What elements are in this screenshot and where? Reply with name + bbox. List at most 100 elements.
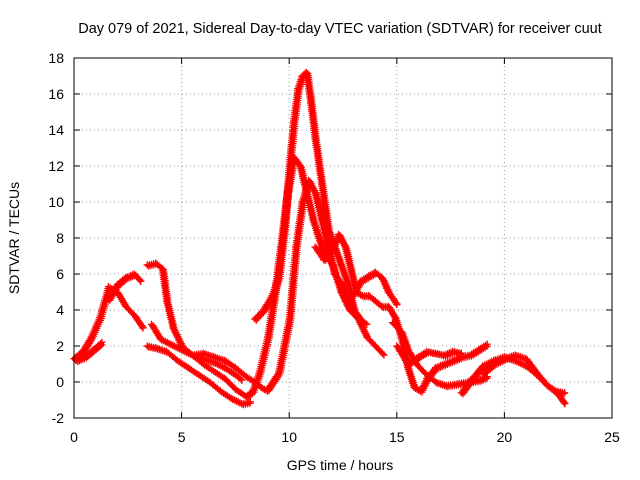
data-point	[163, 297, 171, 305]
series-track-f	[147, 320, 246, 384]
x-tick-label: 25	[604, 429, 620, 445]
series-track-h	[251, 68, 371, 328]
y-tick-label: 2	[56, 338, 64, 354]
data-point	[543, 382, 551, 390]
data-point	[457, 349, 465, 357]
data-point	[298, 198, 306, 206]
axis-ticks-layer: 0 5 10 15 20 25 -2 0 2 4 6 8 10 12 14 16 18	[48, 50, 620, 445]
data-point	[231, 371, 239, 379]
data-point	[221, 374, 229, 382]
data-point	[268, 292, 276, 300]
data-point-markers	[457, 353, 569, 408]
data-point	[221, 364, 229, 372]
data-point	[152, 259, 160, 267]
data-point	[143, 342, 151, 350]
data-point	[89, 346, 97, 354]
x-tick-label: 0	[70, 429, 78, 445]
data-point	[378, 274, 386, 282]
data-point	[393, 301, 401, 309]
x-tick-label: 5	[178, 429, 186, 445]
data-point	[490, 360, 498, 368]
data-point	[561, 400, 569, 408]
data-point	[307, 99, 315, 107]
data-point	[79, 347, 87, 355]
data-point	[475, 346, 483, 354]
data-point	[298, 72, 306, 80]
data-point	[231, 385, 239, 393]
data-point	[380, 351, 388, 359]
data-point	[432, 364, 440, 372]
data-point	[410, 383, 418, 391]
data-point	[341, 243, 349, 251]
y-tick-label: 16	[48, 86, 64, 102]
data-point	[328, 243, 336, 251]
data-point	[378, 302, 386, 310]
y-tick-label: -2	[52, 410, 65, 426]
data-point	[414, 353, 422, 361]
x-tick-label: 10	[281, 429, 297, 445]
series-track-k	[388, 319, 491, 391]
data-point	[440, 351, 448, 359]
data-point	[341, 297, 349, 305]
data-point	[449, 347, 457, 355]
data-point	[479, 362, 487, 370]
series-track-c	[104, 270, 145, 304]
data-point	[257, 383, 265, 391]
data-point	[311, 135, 319, 143]
y-tick-label: 4	[56, 302, 64, 318]
data-point	[311, 189, 319, 197]
data-point	[292, 243, 300, 251]
x-tick-label: 20	[497, 429, 513, 445]
data-point	[365, 272, 373, 280]
data-point	[479, 369, 487, 377]
series-track-n	[479, 351, 569, 398]
data-point	[152, 344, 160, 352]
data-point	[453, 380, 461, 388]
data-point	[317, 243, 325, 251]
data-point	[156, 335, 164, 343]
data-point	[309, 216, 317, 224]
data-point	[210, 353, 218, 361]
data-point	[296, 162, 304, 170]
data-point	[294, 85, 302, 93]
data-point	[371, 268, 379, 276]
data-point	[330, 270, 338, 278]
data-point	[522, 355, 530, 363]
data-point	[274, 274, 282, 282]
data-point	[522, 362, 530, 370]
data-point	[98, 338, 106, 346]
data-point	[388, 319, 396, 327]
data-point	[384, 288, 392, 296]
data-point	[130, 270, 138, 278]
data-point	[393, 342, 401, 350]
data-point	[466, 351, 474, 359]
data-point	[337, 261, 345, 269]
data-point	[122, 302, 130, 310]
y-tick-label: 10	[48, 194, 64, 210]
data-point	[285, 315, 293, 323]
data-point	[238, 376, 246, 384]
y-tick-label: 18	[48, 50, 64, 66]
data-point	[188, 351, 196, 359]
data-point	[317, 180, 325, 188]
data-point	[416, 387, 424, 395]
data-point	[221, 356, 229, 364]
y-tick-label: 14	[48, 122, 64, 138]
data-point	[468, 374, 476, 382]
data-point	[397, 328, 405, 336]
data-point	[231, 364, 239, 372]
data-point	[391, 313, 399, 321]
data-point	[143, 261, 151, 269]
data-point	[216, 387, 224, 395]
data-point	[500, 355, 508, 363]
data-point	[122, 274, 130, 282]
data-point	[167, 340, 175, 348]
data-point	[348, 270, 356, 278]
data-point	[173, 356, 181, 364]
data-point	[178, 346, 186, 354]
series-track-i	[264, 176, 401, 394]
data-point	[242, 373, 250, 381]
data-point	[421, 369, 429, 377]
data-point	[238, 400, 246, 408]
